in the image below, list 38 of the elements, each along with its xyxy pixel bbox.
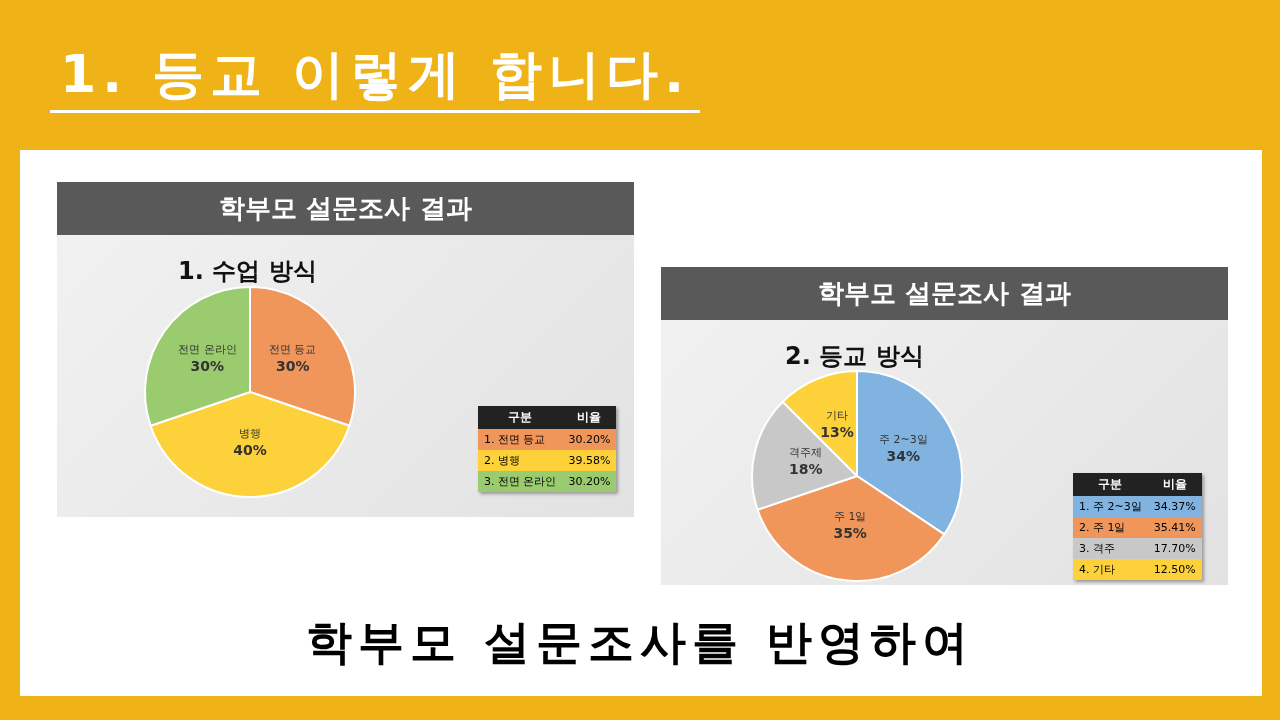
- text: 30.20%: [567, 432, 612, 448]
- slice-label: 격주제: [789, 446, 823, 460]
- text: 비율: [1147, 473, 1202, 496]
- slice-label: 전면 등교: [268, 343, 317, 357]
- text: 3. 전면 온라인: [483, 474, 558, 490]
- text: 35.41%: [1152, 520, 1197, 536]
- chart-title: 학부모 설문조사 결과: [661, 267, 1228, 320]
- data-label: 13%: [820, 424, 854, 441]
- text: 구분: [478, 406, 563, 429]
- slice-label: 병행: [239, 426, 261, 440]
- text: 12.50%: [1152, 562, 1197, 578]
- text: 1. 주 2~3일: [1078, 499, 1143, 515]
- data-label: 30%: [275, 358, 310, 375]
- text: 1. 등교 이렇게 합니다.: [50, 40, 700, 113]
- chart-subtitle: 1. 수업 방식: [178, 256, 317, 287]
- text: 34.37%: [1152, 499, 1197, 515]
- slice-label: 주 2~3일: [878, 433, 928, 447]
- slice-label: 전면 온라인: [178, 343, 237, 357]
- text: 3. 격주: [1078, 541, 1116, 557]
- data-label: 34%: [886, 448, 921, 465]
- text: 구분: [1073, 473, 1148, 496]
- text: 17.70%: [1152, 541, 1197, 557]
- chart-title: 학부모 설문조사 결과: [57, 182, 634, 235]
- data-label: 35%: [833, 525, 867, 542]
- text: 학부모 설문조사를 반영하여: [305, 614, 975, 671]
- data-label: 40%: [233, 441, 267, 458]
- slice-label: 주 1일: [833, 510, 867, 524]
- text: 2. 주 1일: [1078, 520, 1127, 536]
- slice-label: 기타: [825, 409, 848, 423]
- chart-subtitle: 2. 등교 방식: [785, 341, 924, 372]
- text: 39.58%: [567, 453, 612, 469]
- data-label: 30%: [190, 358, 225, 375]
- text: 30.20%: [567, 474, 612, 490]
- text: 4. 기타: [1078, 562, 1116, 578]
- text: 1. 전면 등교: [483, 432, 547, 448]
- text: 2. 병행: [483, 453, 521, 469]
- text: 비율: [562, 406, 617, 429]
- data-label: 18%: [789, 461, 823, 478]
